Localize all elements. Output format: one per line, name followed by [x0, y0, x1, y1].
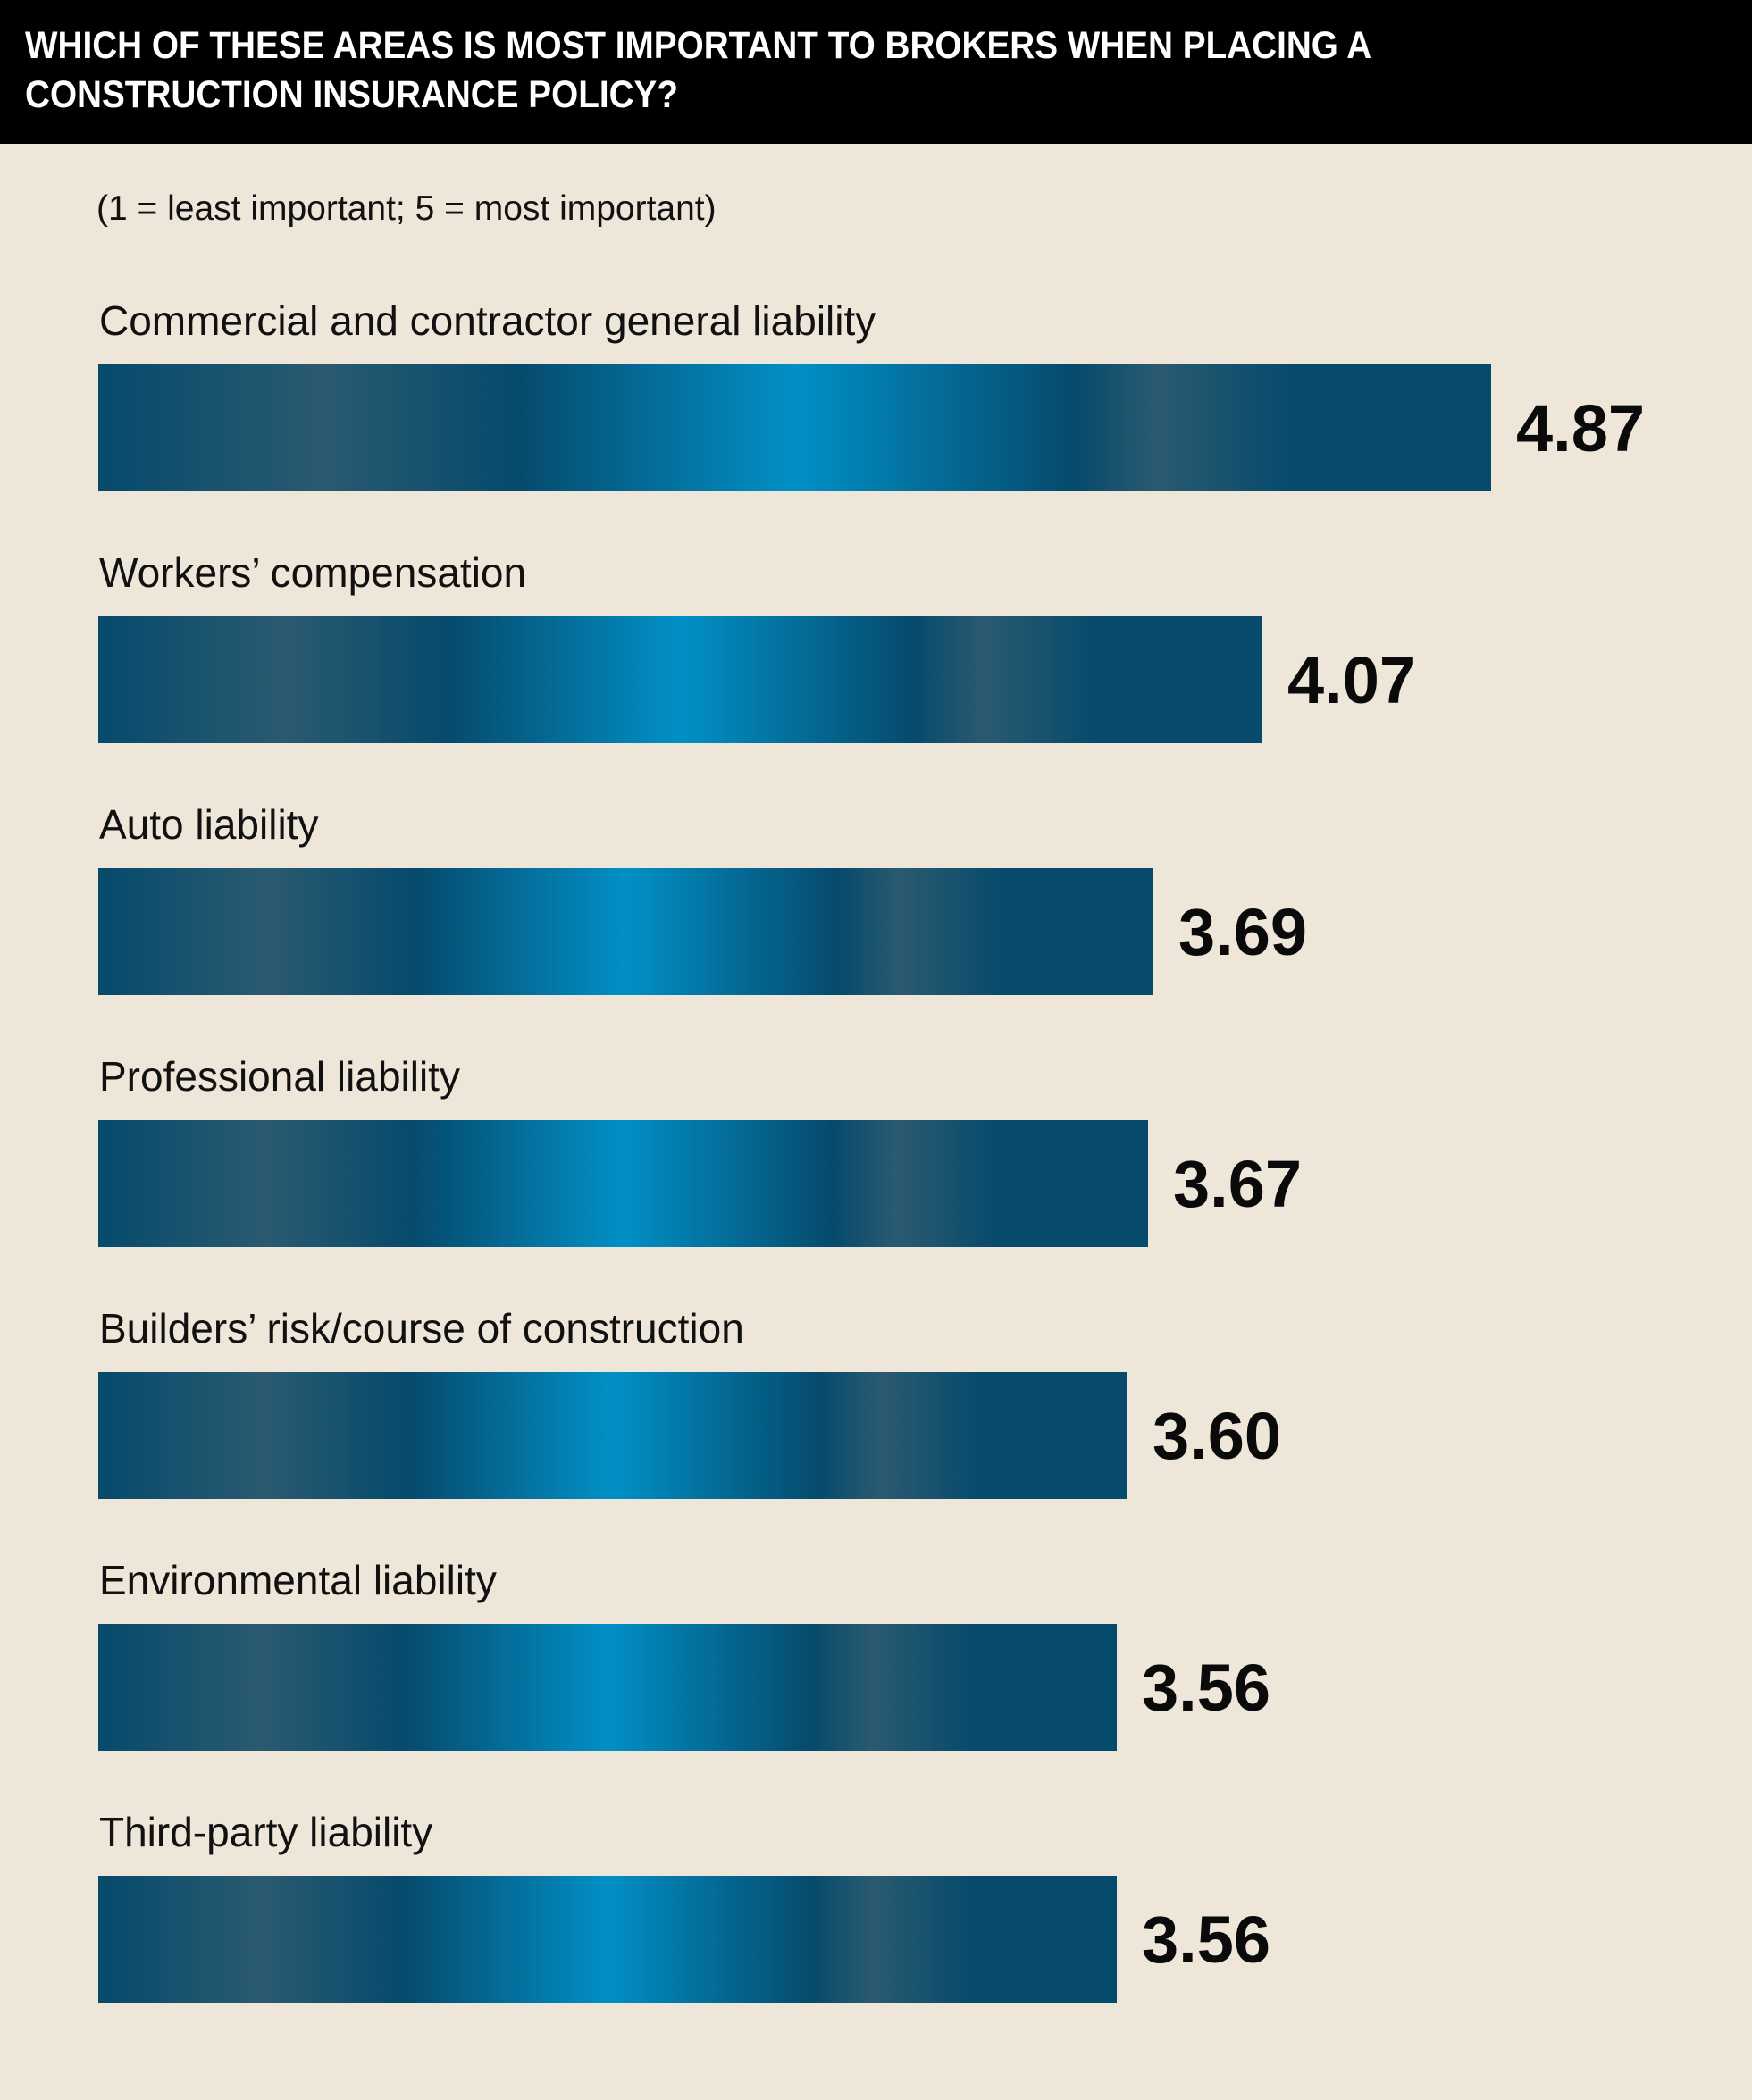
category-label: Third-party liability: [99, 1809, 432, 1855]
chart-subtitle: (1 = least important; 5 = most important…: [96, 189, 717, 228]
bar: [98, 364, 1491, 491]
bar-group: Professional liability 3.67: [98, 1053, 1302, 1247]
value-label: 4.07: [1287, 643, 1416, 717]
bar-group: Environmental liability 3.56: [98, 1557, 1270, 1751]
category-label: Commercial and contractor general liabil…: [99, 297, 876, 344]
bar-group: Builders’ risk/course of construction 3.6…: [98, 1305, 1281, 1499]
value-label: 3.60: [1153, 1399, 1281, 1473]
bar: [98, 1120, 1148, 1247]
value-label: 3.69: [1178, 895, 1307, 969]
value-label: 3.56: [1142, 1903, 1270, 1977]
bar: [98, 1624, 1117, 1751]
category-label: Workers’ compensation: [99, 549, 526, 596]
category-label: Auto liability: [99, 801, 318, 848]
bar: [98, 616, 1262, 743]
bar-group: Auto liability 3.69: [98, 801, 1307, 995]
bar-group: Third-party liability 3.56: [98, 1809, 1270, 2003]
value-label: 4.87: [1516, 391, 1645, 465]
header-bar: WHICH OF THESE AREAS IS MOST IMPORTANT T…: [0, 0, 1752, 144]
bars-layer: Commercial and contractor general liabil…: [98, 297, 1645, 2003]
bar: [98, 1372, 1127, 1499]
chart-title: WHICH OF THESE AREAS IS MOST IMPORTANT T…: [25, 24, 1371, 116]
category-label: Environmental liability: [99, 1557, 497, 1603]
bar: [98, 868, 1153, 995]
bar: [98, 1876, 1117, 2003]
bar-group: Commercial and contractor general liabil…: [98, 297, 1645, 491]
category-label: Professional liability: [99, 1053, 460, 1100]
category-label: Builders’ risk/course of construction: [99, 1305, 744, 1351]
value-label: 3.56: [1142, 1651, 1270, 1725]
bar-group: Workers’ compensation 4.07: [98, 549, 1416, 743]
value-label: 3.67: [1173, 1147, 1302, 1221]
